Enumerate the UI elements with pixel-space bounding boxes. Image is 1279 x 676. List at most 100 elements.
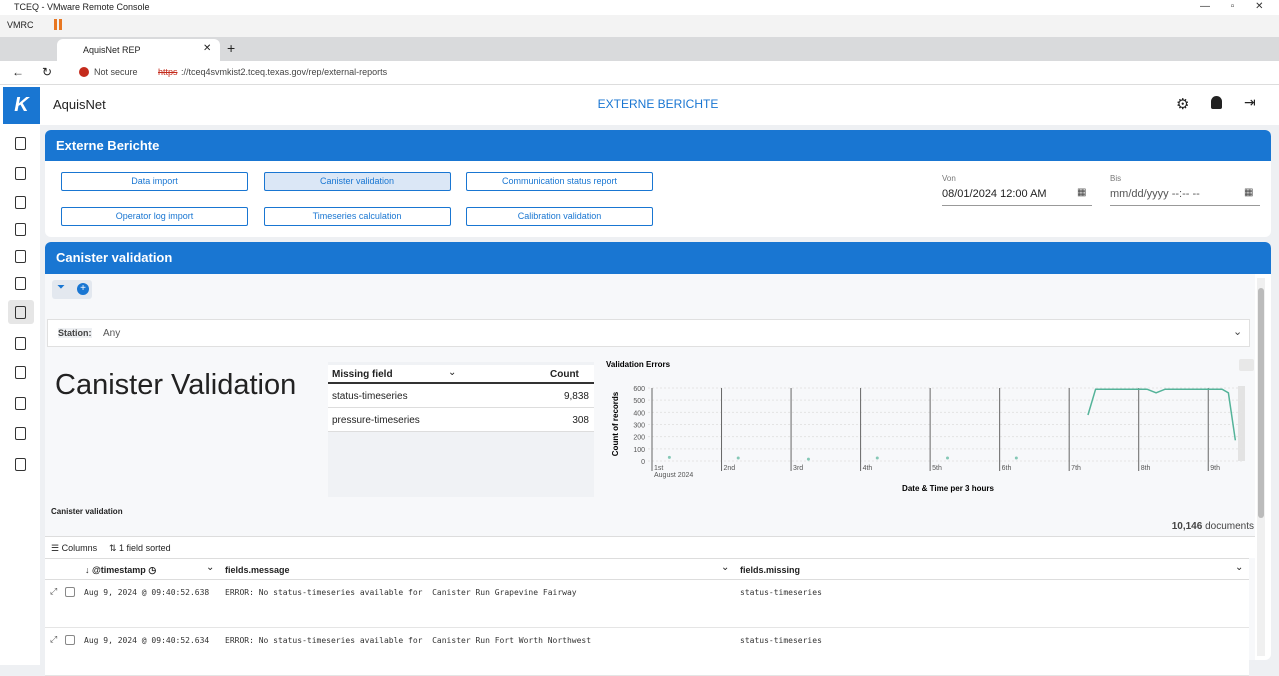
window-controls[interactable]: — ▫ ✕ xyxy=(1200,1,1264,12)
hits: 10,146 xyxy=(1171,521,1203,532)
tab-bar: AquisNet REP ✕ + xyxy=(0,37,1279,61)
sidebar-icon[interactable] xyxy=(15,277,26,290)
from-input[interactable]: 08/01/2024 12:00 AM xyxy=(942,188,1047,200)
sidebar-icon[interactable] xyxy=(15,427,26,440)
x-period-label: August 2024 xyxy=(654,472,693,479)
scroll-thumb[interactable] xyxy=(1258,288,1264,518)
browser-tab[interactable]: AquisNet REP ✕ xyxy=(57,39,220,61)
dashboard-title: Canister Validation xyxy=(55,369,297,401)
sort-icon[interactable]: ⌄ xyxy=(448,367,457,378)
grid-header: ↓ @timestamp ◷ ⌄ fields.message ⌄ fields… xyxy=(45,558,1249,580)
sidebar-icon[interactable] xyxy=(15,366,26,379)
station-label: Station: xyxy=(58,328,92,338)
x-tick-label: 4th xyxy=(863,465,873,472)
data-point xyxy=(946,456,949,460)
missing-table: Missing field ⌄ Count status-timeseries … xyxy=(328,362,594,497)
sidebar xyxy=(0,125,40,665)
url-scheme[interactable]: https xyxy=(158,67,178,77)
columns-button[interactable]: ☰ Columns xyxy=(51,543,98,553)
logo[interactable]: K xyxy=(3,87,40,124)
chart-title: Validation Errors xyxy=(606,360,671,369)
sidebar-icon[interactable] xyxy=(15,337,26,350)
filter-icon[interactable]: ⏷ xyxy=(57,282,65,293)
window-title: TCEQ - VMware Remote Console xyxy=(14,2,150,12)
report-button[interactable]: Operator log import xyxy=(61,207,248,226)
warning-icon xyxy=(79,67,89,77)
logout-icon[interactable]: ⇥ xyxy=(1244,94,1256,110)
doc-row: ⤢ Aug 9, 2024 @ 09:40:52.638 ERROR: No sta… xyxy=(45,580,1249,628)
station-filter[interactable]: Station: Any ⌄ xyxy=(47,319,1250,347)
x-tick-label: 1st xyxy=(654,465,663,472)
sidebar-icon[interactable] xyxy=(15,196,26,209)
add-filter[interactable]: + xyxy=(77,283,89,295)
sidebar-icon[interactable] xyxy=(15,167,26,180)
doc-cell: status-timeseries xyxy=(740,636,822,645)
report-button[interactable]: Timeseries calculation xyxy=(263,207,451,226)
chart-menu xyxy=(1239,359,1254,371)
grid-toolbar: ☰ Columns ⇅ 1 field sorted xyxy=(45,536,1255,558)
dropdown-icon[interactable]: ⌄ xyxy=(1233,326,1243,338)
page-title: EXTERNE BERICHTE xyxy=(597,97,719,111)
expand-icon[interactable]: ⤢ xyxy=(50,634,58,644)
new-tab[interactable]: + xyxy=(227,40,236,56)
station-value: Any xyxy=(103,328,121,339)
url[interactable]: ://tceq4svmkist2.tceq.texas.gov/rep/exte… xyxy=(181,67,388,77)
x-tick-label: 8th xyxy=(1141,465,1151,472)
sidebar-icon[interactable] xyxy=(15,223,26,236)
tab-close[interactable]: ✕ xyxy=(203,43,212,54)
x-tick-label: 2nd xyxy=(724,465,736,472)
report-button[interactable]: Calibration validation xyxy=(466,207,653,226)
data-point xyxy=(736,456,740,460)
reports-panel: Externe Berichte Data import Canister val… xyxy=(45,130,1271,237)
sidebar-icon[interactable] xyxy=(15,250,26,263)
address-bar: ← ↻ Not secure https ://tceq4svmkist2.tc… xyxy=(0,61,1279,85)
row-checkbox[interactable] xyxy=(65,587,75,597)
column-menu[interactable]: ⌄ xyxy=(721,562,730,573)
doc-cell: Aug 9, 2024 @ 09:40:52.638 xyxy=(84,588,210,597)
app-name: AquisNet xyxy=(53,97,106,112)
input-underline xyxy=(942,205,1092,206)
data-point xyxy=(875,456,879,460)
discover-title: Canister validation xyxy=(51,507,123,516)
column-header[interactable]: Count xyxy=(550,369,579,380)
column-header[interactable]: Missing field xyxy=(332,369,393,380)
calendar-icon[interactable]: ▦ xyxy=(1077,187,1087,198)
expand-icon[interactable]: ⤢ xyxy=(50,586,58,596)
sidebar-icon[interactable] xyxy=(15,306,26,319)
report-button[interactable]: Communication status report xyxy=(466,172,653,191)
pause-icon[interactable] xyxy=(59,19,62,30)
row-checkbox[interactable] xyxy=(65,635,75,645)
x-tick-label: 7th xyxy=(1071,465,1081,472)
sidebar-icon[interactable] xyxy=(15,137,26,150)
vmrc-menu[interactable]: VMRC xyxy=(7,20,34,30)
y-tick-label: 200 xyxy=(633,435,645,442)
column-menu[interactable]: ⌄ xyxy=(206,562,215,573)
column-menu[interactable]: ⌄ xyxy=(1235,562,1244,573)
settings-icon[interactable]: ⚙ xyxy=(1176,96,1190,113)
scrollbar[interactable] xyxy=(1257,278,1265,656)
column-header[interactable]: ↓ @timestamp ◷ xyxy=(85,565,157,575)
back[interactable]: ← xyxy=(12,65,24,79)
user-icon[interactable] xyxy=(1211,96,1222,109)
security-state[interactable]: Not secure xyxy=(94,67,138,77)
to-input[interactable]: mm/dd/yyyy --:-- -- xyxy=(1110,188,1200,200)
doc-cell: ERROR: No status-timeseries available fo… xyxy=(225,636,592,645)
x-tick-label: 6th xyxy=(1002,465,1012,472)
sidebar-icon[interactable] xyxy=(15,458,26,471)
report-button[interactable]: Data import xyxy=(61,172,248,191)
window-title-bar: TCEQ - VMware Remote Console — ▫ ✕ xyxy=(0,0,1279,15)
table-row: pressure-timeseries 308 xyxy=(328,408,594,432)
reload[interactable]: ↻ xyxy=(42,65,53,79)
pause-icon[interactable] xyxy=(54,19,57,30)
cell: 9,838 xyxy=(563,391,589,402)
columns-label: Columns xyxy=(61,543,98,553)
sort-button[interactable]: ⇅ 1 field sorted xyxy=(109,543,171,553)
hit-count: 10,146 documents xyxy=(1045,521,1254,532)
panel-title: Externe Berichte xyxy=(45,130,1271,161)
sidebar-icon[interactable] xyxy=(15,397,26,410)
column-header[interactable]: fields.missing xyxy=(740,565,801,575)
validation-chart: Validation Errors Count of records Date & … xyxy=(606,359,1254,493)
column-header[interactable]: fields.message xyxy=(225,565,290,575)
calendar-icon[interactable]: ▦ xyxy=(1244,187,1254,198)
report-button[interactable]: Canister validation xyxy=(263,172,451,191)
